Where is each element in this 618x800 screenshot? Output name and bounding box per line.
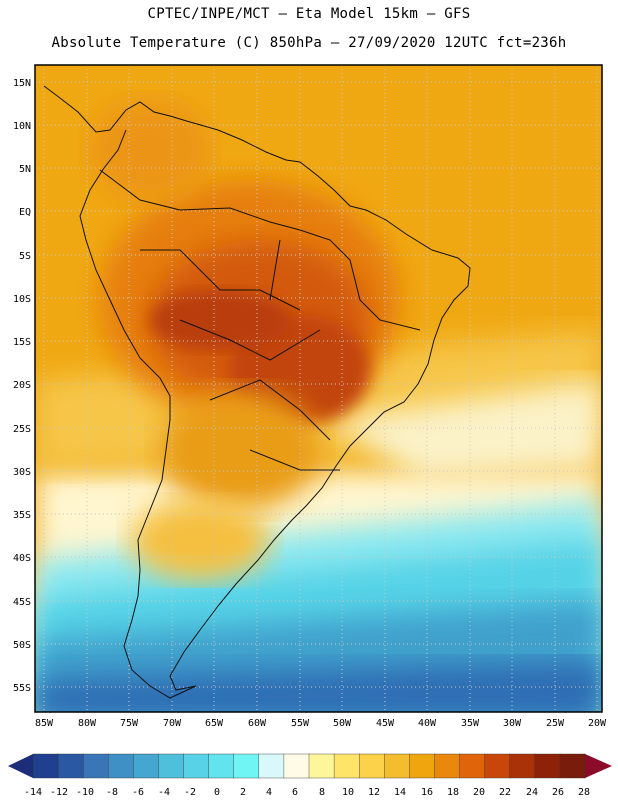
lat-label: 10S: [13, 294, 31, 305]
lon-label: 45W: [376, 718, 395, 729]
lon-label: 25W: [546, 718, 565, 729]
lon-label: 50W: [333, 718, 352, 729]
colorbar-under-arrow: [8, 754, 33, 778]
lon-label: 35W: [461, 718, 480, 729]
latitude-labels: 15N 10N 5N EQ 5S 10S 15S 20S 25S 30S 35S…: [13, 78, 31, 694]
colorbar-label: 8: [319, 787, 325, 798]
colorbar-label: 26: [552, 787, 564, 798]
colorbar-swatch: [183, 753, 210, 779]
lat-label: EQ: [19, 207, 31, 218]
temperature-field: [35, 65, 602, 712]
lat-label: 50S: [13, 640, 31, 651]
colorbar-swatch: [82, 753, 109, 779]
colorbar-label: -6: [132, 787, 144, 798]
colorbar-swatch: [208, 753, 235, 779]
colorbar-swatch: [233, 753, 260, 779]
colorbar-label: 22: [499, 787, 511, 798]
lon-label: 20W: [588, 718, 607, 729]
colorbar-swatch: [484, 753, 511, 779]
lon-label: 75W: [120, 718, 139, 729]
colorbar: -14 -12 -10 -8 -6 -4 -2 0 2 4 6 8 10 12 …: [8, 753, 612, 798]
lon-label: 55W: [291, 718, 310, 729]
colorbar-swatch: [108, 753, 134, 779]
colorbar-swatch: [434, 753, 461, 779]
lon-label: 85W: [35, 718, 54, 729]
colorbar-label: -10: [76, 787, 94, 798]
lat-label: 10N: [13, 121, 31, 132]
lat-label: 45S: [13, 597, 31, 608]
lat-label: 5S: [19, 251, 31, 262]
lat-label: 20S: [13, 380, 31, 391]
colorbar-label: 10: [342, 787, 354, 798]
lon-label: 30W: [503, 718, 522, 729]
colorbar-label: -2: [184, 787, 196, 798]
colorbar-swatch: [333, 753, 360, 779]
colorbar-swatch: [358, 753, 385, 779]
colorbar-swatch: [283, 753, 310, 779]
map-gridlines: [35, 65, 602, 712]
colorbar-label: 12: [368, 787, 380, 798]
lat-label: 5N: [19, 164, 31, 175]
lon-label: 70W: [163, 718, 182, 729]
colorbar-swatch: [158, 753, 185, 779]
lon-label: 65W: [205, 718, 224, 729]
colorbar-swatch: [32, 753, 59, 779]
colorbar-swatch: [57, 753, 84, 779]
colorbar-swatch: [509, 753, 536, 779]
colorbar-label: 16: [421, 787, 433, 798]
lat-label: 15S: [13, 337, 31, 348]
lat-label: 40S: [13, 553, 31, 564]
colorbar-label: 28: [578, 787, 590, 798]
lon-label: 80W: [78, 718, 97, 729]
map-title: CPTEC/INPE/MCT – Eta Model 15km – GFS: [147, 6, 471, 22]
lat-label: 25S: [13, 424, 31, 435]
colorbar-swatch: [308, 753, 335, 779]
lat-label: 30S: [13, 467, 31, 478]
colorbar-label: 4: [266, 787, 272, 798]
colorbar-over-arrow: [585, 754, 612, 778]
colorbar-label: -8: [106, 787, 118, 798]
longitude-labels: 85W 80W 75W 70W 65W 60W 55W 50W 45W 40W …: [35, 718, 607, 729]
lat-label: 35S: [13, 510, 31, 521]
colorbar-label: 24: [526, 787, 538, 798]
lon-label: 60W: [248, 718, 267, 729]
colorbar-swatch: [133, 753, 160, 779]
colorbar-label: 20: [473, 787, 485, 798]
lat-label: 55S: [13, 683, 31, 694]
map-frame: [34, 64, 603, 713]
colorbar-label: -12: [50, 787, 68, 798]
colorbar-label: 6: [292, 787, 298, 798]
colorbar-swatch: [409, 753, 436, 779]
colorbar-label: 14: [394, 787, 406, 798]
colorbar-swatch: [559, 753, 586, 779]
lon-label: 40W: [418, 718, 437, 729]
colorbar-label: -4: [158, 787, 170, 798]
colorbar-label: -14: [24, 787, 42, 798]
colorbar-swatch: [534, 753, 561, 779]
lat-label: 15N: [13, 78, 31, 89]
colorbar-label: 18: [447, 787, 459, 798]
colorbar-label: 2: [240, 787, 246, 798]
colorbar-swatch: [258, 753, 285, 779]
colorbar-label: 0: [214, 787, 220, 798]
colorbar-swatch: [459, 753, 486, 779]
coastline: [43, 85, 471, 699]
map-subtitle: Absolute Temperature (C) 850hPa – 27/09/…: [51, 35, 567, 51]
colorbar-swatch: [384, 753, 410, 779]
